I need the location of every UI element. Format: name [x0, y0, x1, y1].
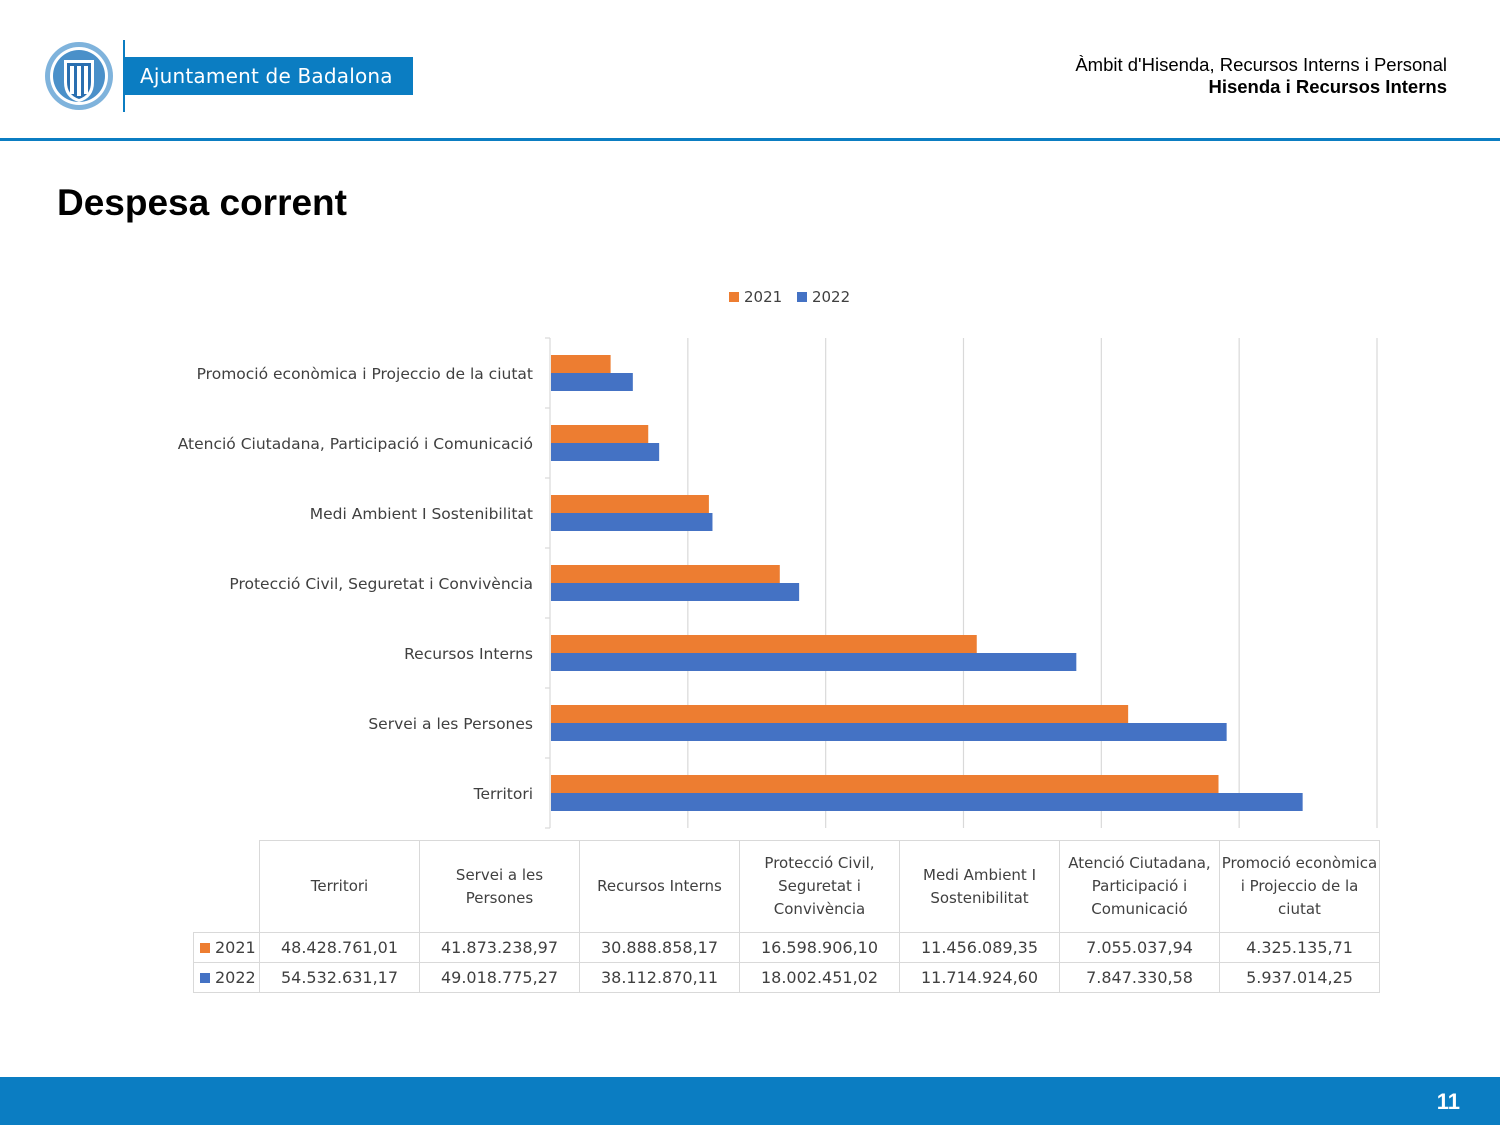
category-label: Medi Ambient I Sostenibilitat	[310, 505, 533, 523]
badalona-seal-icon	[45, 42, 113, 110]
table-series-cell: 2021	[193, 932, 260, 963]
table-cell: 5.937.014,25	[1219, 962, 1380, 993]
bar-2021	[551, 635, 977, 653]
bar-2022	[551, 583, 800, 601]
category-label: Protecció Civil, Seguretat i Convivència	[229, 575, 533, 593]
legend-item-2021: 2021	[729, 288, 782, 306]
table-cell: 18.002.451,02	[739, 962, 900, 993]
category-label: Territori	[473, 785, 533, 803]
chart-data-table: Territori Servei a les Persones Recursos…	[193, 840, 1380, 993]
bar-2021	[551, 705, 1129, 723]
table-header-cell: Protecció Civil, Seguretat i Convivència	[739, 840, 900, 933]
legend-label-2022: 2022	[811, 288, 851, 306]
table-corner-cell	[193, 840, 260, 933]
chart-legend: 2021 2022	[729, 288, 860, 306]
bar-chart: Territori Servei a les Persones Recursos I…	[178, 337, 1378, 829]
bar-2021	[551, 495, 709, 513]
page-number: 11	[1436, 1089, 1460, 1114]
table-cell: 11.714.924,60	[899, 962, 1060, 993]
bar-2022	[551, 793, 1303, 811]
department-line-2: Hisenda i Recursos Interns	[1208, 76, 1447, 97]
category-label: Promoció econòmica i Projeccio de la ciu…	[197, 365, 533, 383]
header-divider	[0, 138, 1500, 141]
table-series-label: 2021	[215, 938, 256, 957]
table-cell: 41.873.238,97	[419, 932, 580, 963]
legend-item-2022: 2022	[796, 288, 851, 306]
bar-2021	[551, 565, 780, 583]
bar-2021	[551, 355, 611, 373]
page-header: Ajuntament de Badalona Àmbit d'Hisenda, …	[0, 0, 1500, 141]
table-header-cell: Promoció econòmica i Projeccio de la ciu…	[1219, 840, 1380, 933]
table-swatch-2022	[200, 973, 210, 983]
category-label: Recursos Interns	[404, 645, 533, 663]
table-cell: 7.055.037,94	[1059, 932, 1220, 963]
table-cell: 30.888.858,17	[579, 932, 740, 963]
logo-text: Ajuntament de Badalona	[125, 57, 413, 95]
category-label: Atenció Ciutadana, Participació i Comuni…	[178, 435, 533, 453]
bar-2022	[551, 373, 633, 391]
table-header-cell: Medi Ambient I Sostenibilitat	[899, 840, 1060, 933]
bar-2021	[551, 775, 1219, 793]
table-cell: 16.598.906,10	[739, 932, 900, 963]
department-heading: Àmbit d'Hisenda, Recursos Interns i Pers…	[1075, 54, 1447, 98]
table-swatch-2021	[200, 943, 210, 953]
table-cell: 11.456.089,35	[899, 932, 1060, 963]
table-cell: 4.325.135,71	[1219, 932, 1380, 963]
table-header-cell: Servei a les Persones	[419, 840, 580, 933]
bar-2022	[551, 653, 1077, 671]
table-cell: 38.112.870,11	[579, 962, 740, 993]
table-header-cell: Recursos Interns	[579, 840, 740, 933]
table-header-cell: Atenció Ciutadana, Participació i Comuni…	[1059, 840, 1220, 933]
legend-swatch-2022	[796, 292, 807, 302]
table-cell: 49.018.775,27	[419, 962, 580, 993]
table-header-row: Territori Servei a les Persones Recursos…	[193, 840, 1380, 933]
bar-2021	[551, 425, 649, 443]
page-footer	[0, 1077, 1500, 1125]
table-cell: 54.532.631,17	[259, 962, 420, 993]
table-cell: 48.428.761,01	[259, 932, 420, 963]
department-line-1: Àmbit d'Hisenda, Recursos Interns i Pers…	[1075, 54, 1447, 75]
table-row-2022: 2022 54.532.631,17 49.018.775,27 38.112.…	[193, 962, 1380, 993]
table-cell: 7.847.330,58	[1059, 962, 1220, 993]
bar-2022	[551, 723, 1227, 741]
page-title: Despesa corrent	[57, 182, 347, 223]
logo-divider	[123, 40, 125, 112]
bar-2022	[551, 443, 660, 461]
table-series-cell: 2022	[193, 962, 260, 993]
table-row-2021: 2021 48.428.761,01 41.873.238,97 30.888.…	[193, 932, 1380, 963]
bar-2022	[551, 513, 713, 531]
table-header-cell: Territori	[259, 840, 420, 933]
category-label: Servei a les Persones	[368, 715, 533, 733]
legend-swatch-2021	[729, 292, 739, 302]
legend-label-2021: 2021	[744, 288, 783, 306]
table-series-label: 2022	[215, 968, 256, 987]
